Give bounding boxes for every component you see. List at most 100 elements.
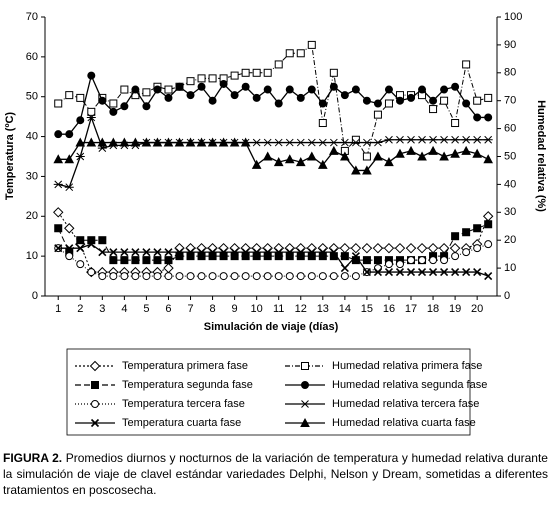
marker	[296, 138, 306, 147]
marker	[372, 242, 384, 254]
marker	[373, 256, 382, 265]
marker	[263, 85, 272, 94]
marker	[87, 71, 96, 80]
marker	[196, 137, 207, 147]
legend-label: Temperatura cuarta fase	[122, 417, 241, 429]
marker	[153, 256, 162, 265]
marker	[439, 151, 449, 161]
marker	[76, 116, 85, 125]
series-line	[58, 141, 489, 172]
marker	[362, 165, 372, 175]
marker	[473, 113, 482, 122]
legend-label: Temperatura tercera fase	[122, 398, 245, 410]
marker	[429, 105, 438, 114]
marker	[395, 260, 404, 269]
marker	[219, 272, 228, 281]
marker	[483, 135, 493, 144]
x-tick-label: 16	[383, 303, 395, 315]
marker	[340, 151, 350, 161]
marker	[240, 137, 251, 147]
marker	[318, 119, 327, 128]
marker	[274, 272, 283, 281]
marker	[340, 91, 349, 100]
marker	[362, 268, 371, 277]
marker	[108, 137, 119, 147]
marker	[482, 211, 494, 222]
marker	[53, 207, 64, 218]
marker	[395, 96, 404, 105]
marker	[163, 262, 174, 274]
marker	[54, 224, 63, 233]
marker	[394, 242, 406, 254]
marker	[384, 157, 394, 167]
marker	[428, 135, 438, 144]
marker	[384, 85, 393, 94]
marker	[197, 272, 206, 281]
marker	[120, 85, 129, 94]
marker	[473, 224, 482, 233]
marker	[230, 71, 239, 80]
marker	[439, 135, 449, 144]
marker	[285, 85, 294, 94]
marker	[429, 96, 438, 105]
marker	[120, 256, 129, 265]
marker	[451, 232, 460, 241]
marker	[86, 137, 97, 147]
legend-box	[66, 348, 471, 436]
marker	[98, 248, 107, 257]
marker	[120, 248, 129, 257]
marker	[307, 272, 316, 281]
series-line	[58, 243, 489, 277]
marker	[164, 272, 173, 281]
marker	[87, 240, 96, 249]
series-line	[57, 43, 489, 158]
marker	[351, 85, 360, 94]
marker	[406, 268, 416, 277]
marker	[252, 138, 262, 147]
marker	[384, 260, 393, 269]
marker	[340, 138, 350, 147]
marker	[87, 268, 96, 277]
marker	[76, 244, 85, 253]
marker	[98, 272, 107, 281]
marker	[451, 268, 460, 277]
marker	[252, 248, 261, 257]
marker	[329, 248, 338, 257]
figure-label: FIGURA 2.	[3, 451, 63, 465]
marker	[142, 256, 151, 265]
marker	[87, 107, 96, 116]
marker	[142, 88, 151, 97]
marker	[163, 137, 174, 147]
marker	[462, 60, 471, 69]
marker	[64, 154, 75, 164]
marker	[406, 135, 416, 144]
marker	[362, 96, 371, 105]
marker	[263, 138, 273, 147]
marker	[306, 151, 317, 161]
marker	[53, 180, 63, 189]
marker	[207, 137, 218, 147]
marker	[241, 248, 250, 257]
marker	[384, 99, 393, 108]
marker	[208, 272, 217, 281]
y2-tick-label: 70	[504, 95, 516, 107]
marker	[407, 256, 416, 265]
marker	[274, 138, 284, 147]
marker	[65, 252, 74, 261]
legend-label: Humedad relativa segunda fase	[332, 379, 487, 391]
marker	[451, 252, 460, 261]
marker	[451, 82, 460, 91]
marker	[131, 248, 140, 257]
marker	[109, 256, 118, 265]
marker	[418, 256, 427, 265]
marker	[329, 138, 339, 147]
marker	[301, 381, 309, 389]
x-tick-label: 2	[77, 303, 83, 315]
marker	[186, 91, 195, 100]
marker	[131, 256, 140, 265]
series-line	[58, 73, 489, 135]
y2-tick-label: 50	[504, 150, 516, 162]
marker	[75, 137, 86, 147]
marker	[186, 77, 195, 86]
